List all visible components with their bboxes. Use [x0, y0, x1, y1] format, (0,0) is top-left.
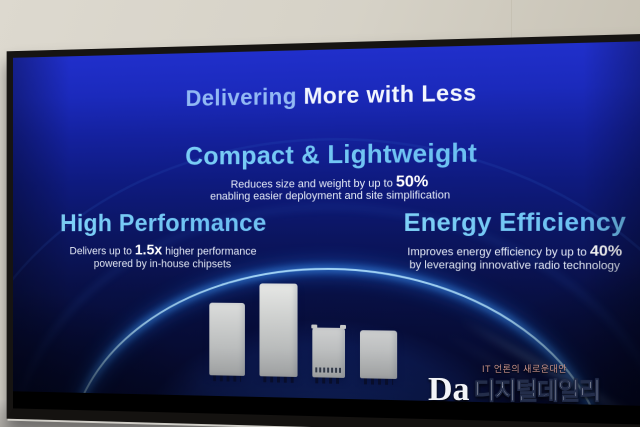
watermark-logo-text: 디지털데일리 — [473, 377, 601, 405]
vent-grille — [315, 367, 343, 373]
radio-unit-1 — [209, 302, 245, 376]
wall-seam — [511, 0, 512, 42]
watermark-logo-abbr: Da — [428, 371, 470, 408]
radio-unit-4 — [359, 330, 398, 379]
mount-tab — [311, 324, 318, 329]
radio-unit-3 — [311, 324, 347, 378]
watermark-tagline: IT 언론의 새로운대안 — [482, 364, 568, 374]
radio-unit-2 — [259, 283, 298, 377]
radio-unit-lineup — [13, 40, 640, 408]
mount-tab — [340, 324, 347, 329]
presentation-slide: Delivering More with Less Compact & Ligh… — [12, 39, 640, 408]
press-watermark: IT 언론의 새로운대안 Da 디지털데일리 — [428, 362, 640, 408]
watermark-logo: Da 디지털데일리 — [428, 371, 640, 408]
